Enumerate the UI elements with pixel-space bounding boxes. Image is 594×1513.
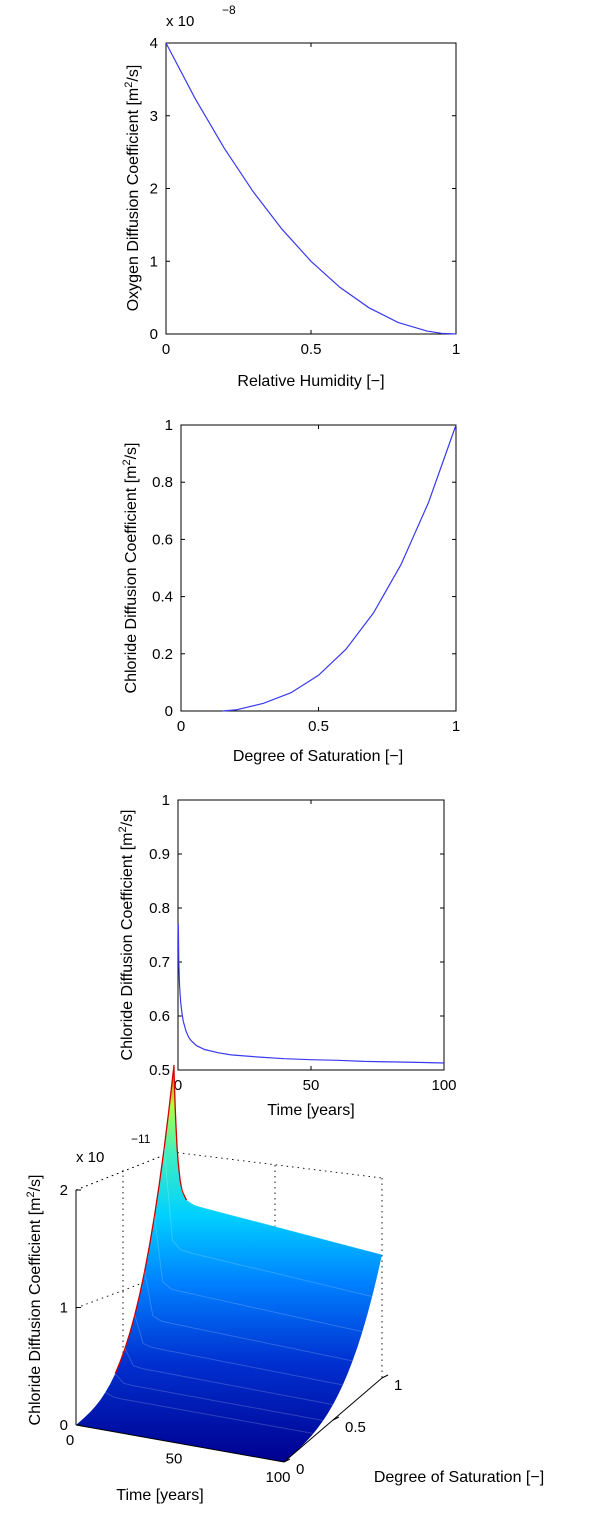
chart4-x-tick-label: 0 <box>66 1432 74 1449</box>
chart2-axes-box <box>180 424 457 712</box>
chart4-exponent-base: x 10 <box>76 1149 104 1166</box>
chart1-x-axis-label: Relative Humidity [−] <box>237 373 384 390</box>
chart1-axes-box <box>165 42 457 335</box>
chart2-series-line <box>222 424 457 712</box>
chart4-x-tick-label: 50 <box>166 1451 183 1468</box>
chart2-ylabel-end: /s] <box>123 443 140 460</box>
chart4-grid-z1 <box>75 1271 173 1309</box>
chart1-ylabel-end: /s] <box>125 65 142 82</box>
chart1-y-axis-label: Oxygen Diffusion Coefficient [m2/s] <box>123 65 142 312</box>
chart1-y-tick-label: 4 <box>150 35 158 52</box>
chart2-y-tick-label: 0.4 <box>152 589 173 606</box>
chart4-grid-z2 <box>75 1151 173 1191</box>
chart1-exponent-power: −8 <box>222 3 236 17</box>
chart3-y-tick-label: 0.6 <box>149 1008 170 1025</box>
chart4-y-tick-label: 1 <box>394 1377 402 1394</box>
chart4-z-tick-label: 0 <box>60 1417 68 1434</box>
chart2-ylabel-main: Chloride Diffusion Coefficient [m <box>123 466 140 694</box>
chart4-y-tick-label: 0 <box>296 1461 304 1478</box>
chart2-x-axis-label: Degree of Saturation [−] <box>233 748 403 765</box>
chart1-y-tick-label: 3 <box>150 108 158 125</box>
chart3-x-tick-label: 100 <box>431 1077 456 1094</box>
chart4-exponent-power: −11 <box>131 1132 151 1146</box>
chart3-y-tick-label: 0.7 <box>149 954 170 971</box>
chart4-band-line <box>163 1148 373 1297</box>
chart4-y-tick-mark <box>283 1458 291 1463</box>
chart3-ylabel-main: Chloride Diffusion Coefficient [m <box>119 833 136 1061</box>
chart4-surface-bands <box>105 1064 383 1434</box>
chart2-y-ticks: 0 0.2 0.4 0.6 0.8 1 <box>152 417 456 720</box>
chart1-y-ticks: 0 1 2 3 4 <box>150 35 456 343</box>
chart4-ticks: 0 1 2 0 50 100 0 0.5 1 <box>60 1182 403 1486</box>
chart4-band-line <box>173 1064 383 1256</box>
chart4-x-axis-line <box>75 1424 285 1463</box>
chart4-z-tick-label: 1 <box>60 1300 68 1317</box>
chart3-y-tick-label: 1 <box>162 792 170 809</box>
chart1-exponent-base: x 10 <box>166 13 194 30</box>
chart1-ylabel-main: Oxygen Diffusion Coefficient [m <box>125 88 142 312</box>
chart4-band-line <box>153 1216 363 1333</box>
chart1-y-tick-label: 1 <box>150 253 158 270</box>
chart3-ylabel-sup: 2 <box>117 826 129 832</box>
chart1-x-ticks: 0 0.5 1 <box>162 43 460 358</box>
chart2-ylabel-sup: 2 <box>121 459 133 465</box>
chart-chloride-vs-time: 0.5 0.6 0.7 0.8 0.9 1 0 50 100 Time [years] Chl… <box>117 792 457 1119</box>
chart3-y-ticks: 0.5 0.6 0.7 0.8 0.9 1 <box>149 792 444 1079</box>
chart4-y-tick-mark <box>332 1416 340 1421</box>
chart3-y-axis-label: Chloride Diffusion Coefficient [m2/s] <box>117 810 136 1061</box>
chart4-band-line <box>144 1271 353 1362</box>
chart4-grid-back-top <box>171 1151 383 1179</box>
chart1-x-tick-label: 0 <box>162 341 170 358</box>
chart2-x-tick-label: 0.5 <box>308 718 329 735</box>
chart1-ylabel-sup: 2 <box>123 82 135 88</box>
chart4-band-line <box>134 1314 343 1386</box>
chart4-y-tick-mark <box>381 1374 389 1379</box>
chart2-y-tick-label: 0.8 <box>152 474 173 491</box>
chart3-x-tick-label: 0 <box>174 1077 182 1094</box>
chart4-zlabel-sup: 2 <box>25 1191 37 1197</box>
chart3-x-tick-label: 50 <box>303 1077 320 1094</box>
chart2-x-tick-label: 1 <box>452 718 460 735</box>
chart4-peak-ridge <box>114 1064 188 1374</box>
chart4-zlabel-end: /s] <box>27 1175 44 1192</box>
chart1-series-line <box>165 42 457 335</box>
chart2-y-tick-label: 1 <box>165 417 173 434</box>
chart4-band-line <box>105 1391 314 1434</box>
chart4-x-tick-label: 100 <box>265 1469 290 1486</box>
chart4-z-tick-label: 2 <box>60 1182 68 1199</box>
chart2-y-tick-label: 0.6 <box>152 531 173 548</box>
chart2-x-tick-label: 0 <box>177 718 185 735</box>
chart2-y-tick-label: 0.2 <box>152 646 173 663</box>
chart2-y-axis-label: Chloride Diffusion Coefficient [m2/s] <box>121 443 140 694</box>
chart1-y-tick-label: 2 <box>150 181 158 198</box>
chart1-x-tick-label: 0.5 <box>301 341 322 358</box>
chart1-x-tick-label: 1 <box>452 341 460 358</box>
chart4-y-axis-label: Degree of Saturation [−] <box>374 1469 544 1486</box>
chart2-x-ticks: 0 0.5 1 <box>177 425 460 735</box>
chart3-y-tick-label: 0.5 <box>149 1062 170 1079</box>
chart4-zlabel-main: Chloride Diffusion Coefficient [m <box>27 1198 44 1426</box>
chart2-y-tick-label: 0 <box>165 703 173 720</box>
chart3-x-ticks: 0 50 100 <box>174 800 457 1094</box>
chart-chloride-vs-saturation: 00.20.40.60.81 0 0.5 1 Degree of Saturatio… <box>121 417 460 765</box>
chart3-y-tick-label: 0.8 <box>149 900 170 917</box>
chart3-y-tick-label: 0.9 <box>149 846 170 863</box>
chart3-x-axis-label: Time [years] <box>267 1102 354 1119</box>
chart4-band-line <box>124 1348 334 1406</box>
chart4-y-tick-label: 0.5 <box>345 1419 366 1436</box>
chart4-z-axis-label: Chloride Diffusion Coefficient [m2/s] <box>25 1175 44 1426</box>
chart3-series-line <box>177 924 445 1064</box>
chart4-x-axis-label: Time [years] <box>116 1487 203 1504</box>
chart3-ylabel-end: /s] <box>119 810 136 827</box>
chart4-band-line <box>114 1373 324 1421</box>
chart4-surface <box>76 1064 382 1462</box>
chart3-axes-box <box>177 799 445 1071</box>
chart1-y-tick-label: 0 <box>150 326 158 343</box>
